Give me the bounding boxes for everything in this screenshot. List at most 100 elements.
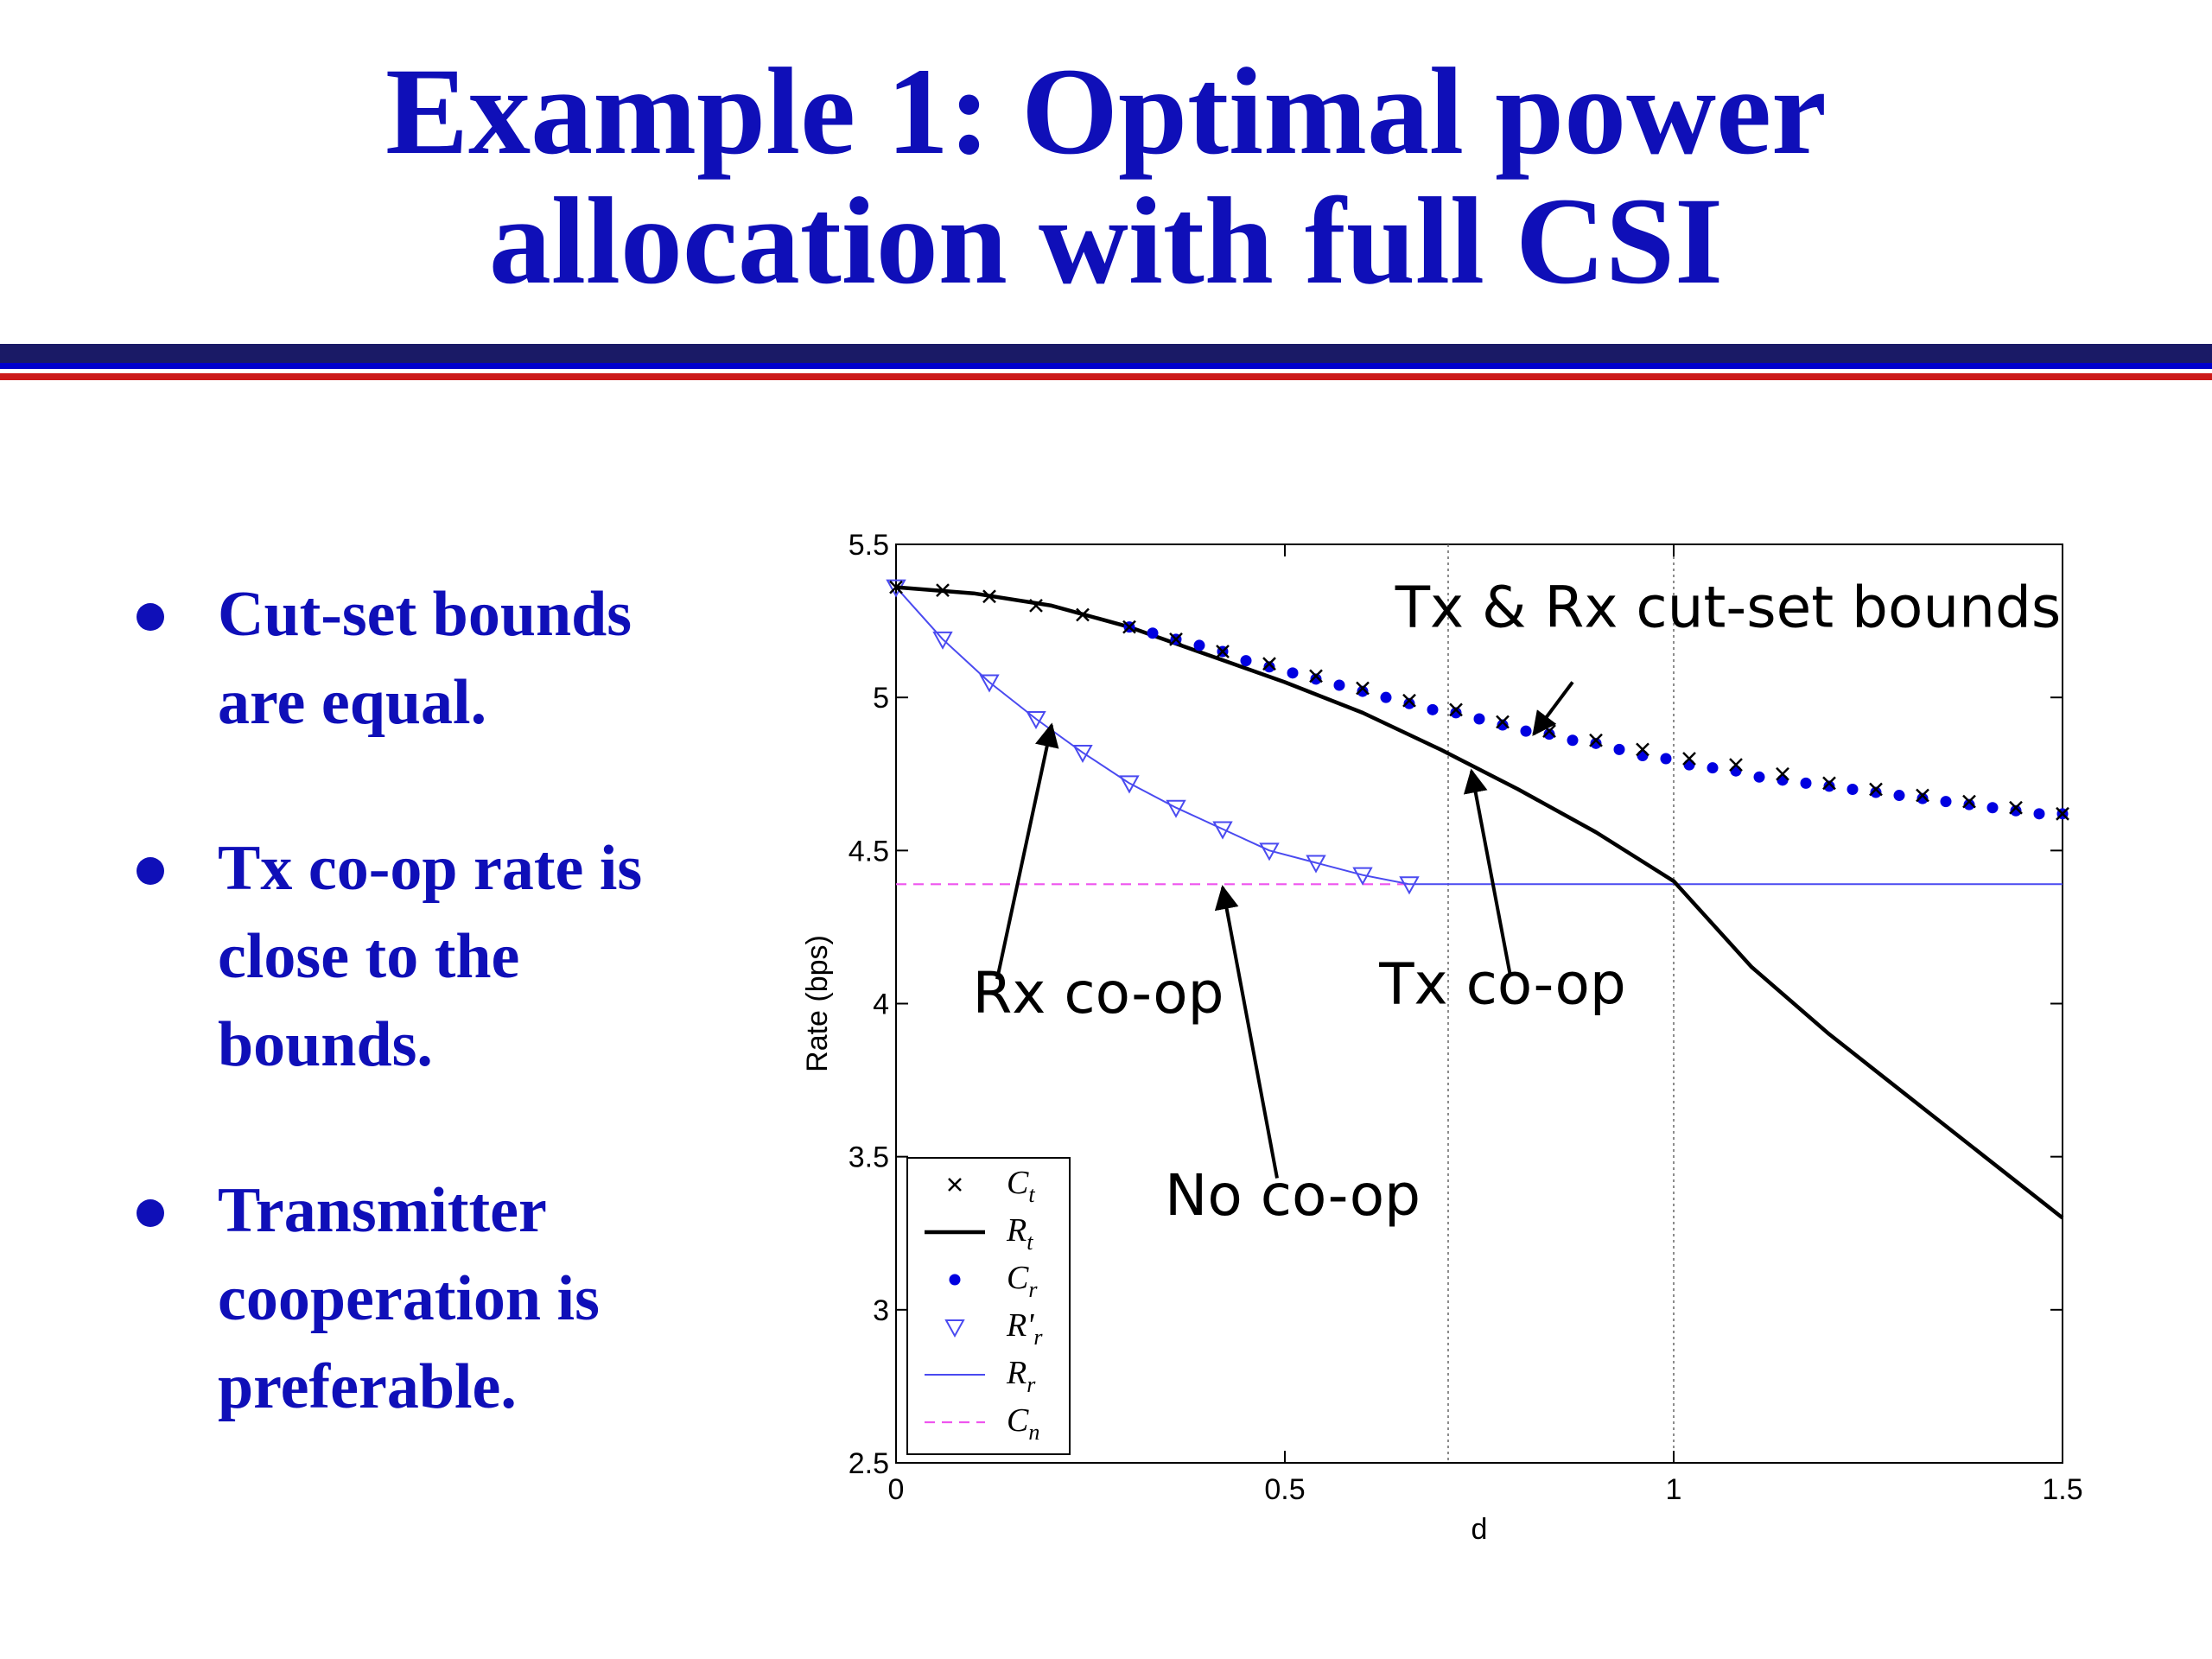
bullet-dot-icon bbox=[137, 857, 164, 885]
data-point bbox=[1497, 719, 1509, 731]
legend-label: Ct bbox=[1007, 1165, 1035, 1207]
bullet-line: preferable. bbox=[218, 1351, 517, 1422]
data-point bbox=[1450, 707, 1462, 719]
y-tick-label: 2.5 bbox=[849, 1447, 889, 1480]
data-point bbox=[1636, 742, 1649, 757]
data-point bbox=[1613, 743, 1625, 755]
data-point bbox=[1309, 669, 1323, 683]
series-r-r bbox=[895, 586, 2063, 886]
y-tick-label: 5.5 bbox=[849, 529, 889, 562]
data-point bbox=[1449, 702, 1463, 717]
legend-label-main: C bbox=[1007, 1165, 1029, 1201]
data-point bbox=[1707, 762, 1719, 774]
legend-label-subscript: n bbox=[1028, 1420, 1039, 1445]
legend-label: Cr bbox=[1007, 1260, 1038, 1302]
legend-label-subscript: t bbox=[1028, 1182, 1035, 1207]
data-point bbox=[1402, 693, 1416, 708]
x-tick-label: 0 bbox=[888, 1473, 905, 1506]
legend-label-main: R bbox=[1006, 1355, 1027, 1391]
series-rp-r bbox=[886, 579, 1420, 895]
series-r-t bbox=[895, 585, 2064, 1220]
data-point bbox=[1169, 632, 1183, 646]
data-point bbox=[1026, 710, 1046, 730]
legend-label: Rt bbox=[1006, 1212, 1033, 1255]
data-point bbox=[1729, 758, 1743, 772]
slide-title-line-2: allocation with full CSI bbox=[488, 173, 1724, 310]
data-point bbox=[1263, 661, 1275, 673]
bullet-line: cooperation is bbox=[218, 1263, 600, 1334]
annotation-arrow bbox=[1463, 768, 1512, 976]
data-point bbox=[1333, 679, 1345, 691]
data-point bbox=[1869, 782, 1883, 797]
data-point bbox=[1216, 645, 1230, 658]
annotation-label: Tx & Rx cut-set bounds bbox=[1395, 575, 2062, 641]
slide-title: Example 1: Optimal power allocation with… bbox=[0, 48, 2212, 307]
legend-label-main: C bbox=[1007, 1402, 1029, 1439]
legend-swatch bbox=[944, 1319, 965, 1338]
legend-label: Cn bbox=[1007, 1402, 1039, 1445]
data-point bbox=[1893, 790, 1905, 802]
title-rule-red bbox=[0, 373, 2212, 380]
data-point bbox=[1800, 777, 1812, 789]
bullet-line: close to the bbox=[218, 921, 520, 992]
data-point bbox=[1357, 685, 1369, 697]
data-point bbox=[1567, 734, 1579, 747]
annotation-label: Rx co-op bbox=[972, 960, 1224, 1027]
data-point bbox=[1637, 749, 1649, 761]
legend-item: R'r bbox=[944, 1307, 1043, 1350]
data-point bbox=[1847, 783, 1859, 795]
data-point bbox=[1962, 794, 1976, 809]
annotation-arrow bbox=[1214, 885, 1279, 1179]
data-point bbox=[1986, 802, 1999, 814]
data-point bbox=[1822, 776, 1836, 791]
data-point bbox=[1660, 753, 1672, 765]
series-line bbox=[895, 586, 2063, 886]
legend-label: R'r bbox=[1006, 1307, 1043, 1350]
title-rule-navy bbox=[0, 344, 2212, 365]
y-tick-label: 4.5 bbox=[849, 835, 889, 868]
data-point bbox=[1916, 788, 1929, 803]
data-point bbox=[1403, 697, 1415, 709]
slide-title-line-1: Example 1: Optimal power bbox=[385, 43, 1827, 181]
data-point bbox=[1589, 733, 1603, 747]
bullet-line: Cut-set bounds bbox=[218, 579, 632, 650]
annotation-arrow bbox=[1532, 681, 1574, 736]
data-point bbox=[1310, 673, 1322, 685]
data-point bbox=[1356, 681, 1370, 696]
data-point bbox=[1520, 725, 1532, 737]
data-point bbox=[1427, 703, 1439, 715]
data-point bbox=[1352, 867, 1373, 886]
data-point bbox=[979, 674, 1000, 693]
bullet-dot-icon bbox=[137, 1199, 164, 1227]
legend-item: Rt bbox=[925, 1212, 1033, 1255]
data-point bbox=[1122, 620, 1136, 634]
legend-label-main: R bbox=[1006, 1212, 1027, 1249]
y-tick-label: 3.5 bbox=[849, 1141, 889, 1174]
data-point bbox=[1940, 796, 1952, 808]
data-point bbox=[1240, 655, 1252, 667]
data-point bbox=[1963, 798, 1975, 810]
bullet-dot-icon bbox=[137, 603, 164, 631]
data-point bbox=[1590, 737, 1602, 749]
bullet-item: Transmitter cooperation is preferable. bbox=[130, 1166, 752, 1431]
data-point bbox=[1166, 799, 1186, 818]
data-point bbox=[2033, 808, 2045, 820]
y-tick-label: 5 bbox=[873, 682, 889, 715]
bullet-item: Cut-set bounds are equal. bbox=[130, 570, 752, 747]
data-point bbox=[1753, 771, 1765, 783]
bullet-item: Tx co-op rate is close to the bounds. bbox=[130, 824, 752, 1089]
y-tick-label: 4 bbox=[873, 988, 889, 1021]
data-point bbox=[1212, 821, 1233, 840]
x-tick-label: 1 bbox=[1666, 1473, 1682, 1506]
data-point bbox=[1029, 598, 1043, 613]
data-point bbox=[932, 631, 953, 650]
data-point bbox=[1823, 780, 1835, 792]
x-axis-label: d bbox=[1471, 1513, 1488, 1546]
legend-label-subscript: t bbox=[1027, 1230, 1033, 1255]
data-point bbox=[1473, 713, 1485, 725]
legend-swatch bbox=[949, 1274, 961, 1286]
title-rule-blue bbox=[0, 363, 2212, 369]
data-point bbox=[1870, 786, 1882, 798]
legend-label-main: R' bbox=[1006, 1307, 1034, 1344]
legend-label-subscript: r bbox=[1028, 1277, 1038, 1302]
